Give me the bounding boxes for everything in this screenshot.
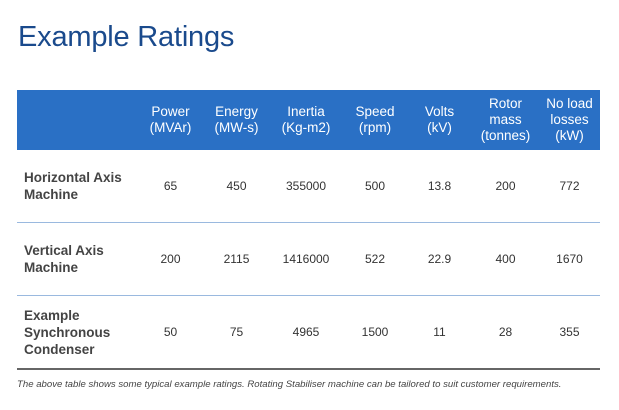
table-cell: 200 [472, 150, 539, 223]
header-line: Volts [424, 104, 455, 119]
header-cell-speed: Speed (rpm) [343, 90, 407, 150]
table-cell: 522 [343, 222, 407, 296]
header-line: (kW) [555, 128, 584, 143]
row-label-vertical-axis-machine: Vertical Axis Machine [17, 222, 137, 296]
table-cell: 1670 [539, 222, 600, 296]
table-caption: The above table shows some typical examp… [17, 379, 562, 390]
table-cell: 2115 [204, 222, 269, 296]
header-line: (MVAr) [149, 120, 192, 135]
table-cell: 22.9 [407, 222, 472, 296]
header-line: (kV) [427, 120, 452, 135]
header-line: (tonnes) [480, 128, 531, 143]
header-cell-corner [17, 90, 137, 150]
header-line: Rotor [488, 96, 522, 111]
table-cell: 13.8 [407, 150, 472, 223]
table-cell: 50 [137, 295, 204, 370]
row-label-line: Machine [24, 260, 79, 275]
header-cell-energy: Energy (MW-s) [204, 90, 269, 150]
table-cell: 11 [407, 295, 472, 370]
header-line: (MW-s) [214, 120, 259, 135]
header-line: Speed [355, 104, 395, 119]
row-label-line: Example [24, 307, 80, 323]
table-cell: 400 [472, 222, 539, 296]
header-cell-rotor-mass: Rotor mass (tonnes) [472, 90, 539, 150]
header-line: (rpm) [358, 120, 392, 135]
header-line: Energy [215, 104, 258, 119]
table-cell: 772 [539, 150, 600, 223]
header-line: No load [546, 96, 593, 111]
table-cell: 1500 [343, 295, 407, 370]
table-row: Vertical Axis Machine 200 2115 1416000 5… [17, 222, 600, 296]
table-cell: 1416000 [269, 222, 343, 296]
row-label-line: Condenser [24, 341, 95, 357]
row-label-horizontal-axis-machine: Horizontal Axis Machine [17, 150, 137, 223]
header-cell-power: Power (MVAr) [137, 90, 204, 150]
table-cell: 500 [343, 150, 407, 223]
table-cell: 65 [137, 150, 204, 223]
ratings-table: Power (MVAr) Energy (MW-s) Inertia (Kg-m… [17, 90, 600, 370]
header-row: Power (MVAr) Energy (MW-s) Inertia (Kg-m… [17, 90, 600, 150]
header-cell-inertia: Inertia (Kg-m2) [269, 90, 343, 150]
table-row: Horizontal Axis Machine 65 450 355000 50… [17, 150, 600, 223]
table-cell: 355000 [269, 150, 343, 223]
header-cell-no-load-losses: No load losses (kW) [539, 90, 600, 150]
header-line: Inertia [287, 104, 325, 119]
row-label-line: Horizontal Axis [24, 170, 122, 185]
table-cell: 355 [539, 295, 600, 370]
header-cell-volts: Volts (kV) [407, 90, 472, 150]
table-cell: 4965 [269, 295, 343, 370]
table-cell: 75 [204, 295, 269, 370]
header-line: mass [489, 112, 522, 127]
table-cell: 28 [472, 295, 539, 370]
row-label-line: Vertical Axis [24, 243, 104, 258]
page-title: Example Ratings [18, 21, 235, 53]
row-label-example-synchronous-condenser: Example Synchronous Condenser [17, 295, 137, 370]
row-label-line: Synchronous [24, 324, 111, 340]
table-row: Example Synchronous Condenser 50 75 4965… [17, 295, 600, 370]
header-line: Power [151, 104, 190, 119]
header-line: losses [550, 112, 589, 127]
row-label-line: Machine [24, 187, 79, 202]
header-line: (Kg-m2) [281, 120, 331, 135]
table-cell: 200 [137, 222, 204, 296]
table-cell: 450 [204, 150, 269, 223]
